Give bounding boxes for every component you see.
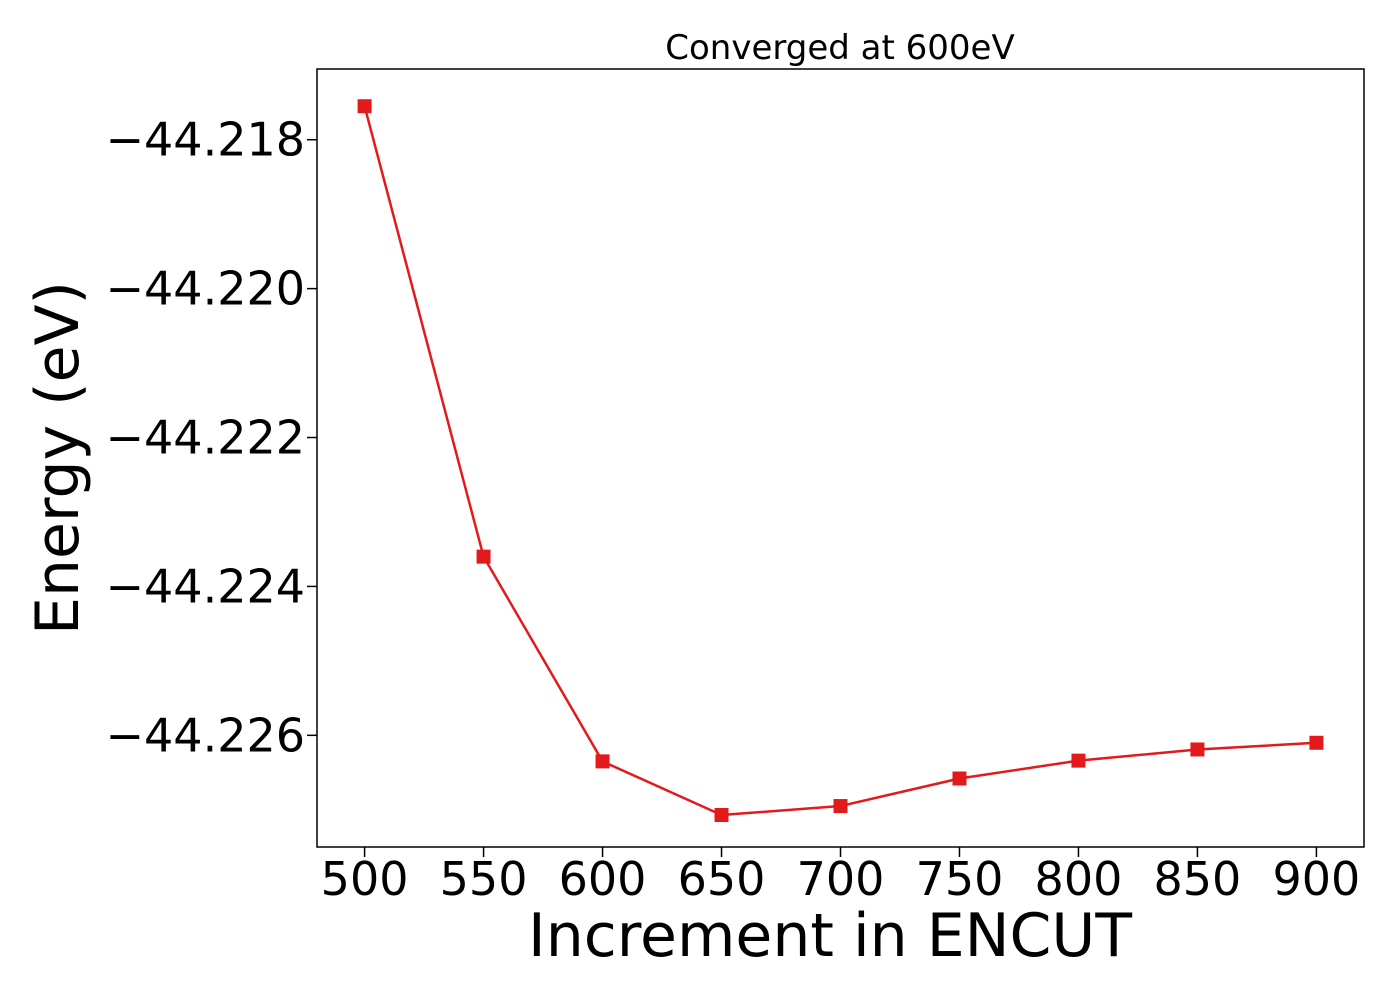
y-axis: −44.218 −44.220 −44.222 −44.224 −44.226 bbox=[106, 113, 317, 762]
x-tick-label: 750 bbox=[916, 852, 1004, 906]
series-line bbox=[363, 105, 1317, 817]
data-point-marker bbox=[595, 754, 610, 769]
x-tick-label: 850 bbox=[1154, 852, 1242, 906]
data-point-marker bbox=[714, 807, 729, 822]
chart-title: Converged at 600eV bbox=[665, 28, 1014, 68]
x-tick-label: 800 bbox=[1035, 852, 1123, 906]
data-point-marker bbox=[1190, 742, 1205, 757]
y-tick-label: −44.226 bbox=[106, 708, 306, 762]
y-tick-label: −44.224 bbox=[106, 559, 306, 613]
data-point-marker bbox=[1071, 753, 1086, 768]
x-tick-label: 900 bbox=[1273, 852, 1361, 906]
data-point-marker bbox=[952, 771, 967, 786]
y-axis-label: Energy (eV) bbox=[23, 281, 93, 635]
x-axis: 500 550 600 650 700 750 800 850 900 bbox=[321, 847, 1361, 906]
x-tick-label: 600 bbox=[559, 852, 647, 906]
x-tick-label: 650 bbox=[678, 852, 766, 906]
data-point-marker bbox=[357, 99, 372, 114]
data-point-marker bbox=[833, 799, 848, 814]
plot-frame bbox=[316, 68, 1365, 848]
x-tick-label: 500 bbox=[321, 852, 409, 906]
y-tick-label: −44.218 bbox=[106, 113, 306, 167]
y-tick-label: −44.220 bbox=[106, 262, 306, 316]
data-point-marker bbox=[476, 549, 491, 564]
x-tick-label: 700 bbox=[797, 852, 885, 906]
series-layer bbox=[357, 99, 1324, 822]
x-tick-label: 550 bbox=[440, 852, 528, 906]
data-point-marker bbox=[1309, 735, 1324, 750]
y-tick-label: −44.222 bbox=[106, 411, 306, 465]
x-axis-label: Increment in ENCUT bbox=[528, 901, 1132, 971]
